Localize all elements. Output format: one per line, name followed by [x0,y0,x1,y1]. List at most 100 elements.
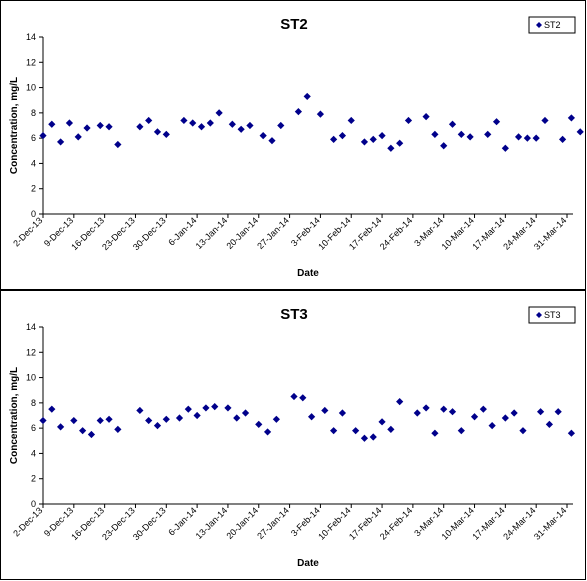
data-point [567,429,576,437]
y-tick-label: 8 [31,398,36,408]
x-tick-label: 13-Jan-14 [194,505,230,541]
data-point [330,135,338,144]
data-point [189,119,197,127]
data-point [466,133,474,141]
data-point [180,116,188,125]
y-tick-label: 0 [31,499,36,509]
legend-label: ST2 [544,20,561,30]
data-point [431,429,439,437]
legend: ST3 [528,306,576,324]
data-point [440,405,448,413]
data-point [378,132,386,140]
x-tick-label: 30-Dec-13 [131,505,168,542]
x-tick-label: 17-Mar-14 [470,505,506,541]
data-point [263,428,272,436]
data-point [255,420,263,428]
y-tick-label: 10 [26,373,36,383]
data-point [57,423,65,431]
data-point [519,427,527,435]
data-point [501,144,509,152]
data-point [347,116,355,125]
data-point [369,135,377,144]
data-point [396,397,404,406]
x-tick-label: 2-Dec-13 [11,505,44,538]
data-point [193,411,201,420]
x-tick-label: 10-Feb-14 [316,215,352,251]
data-point [39,132,47,140]
data-point [294,107,302,116]
data-point [422,113,430,121]
data-point [136,406,144,415]
data-point [79,427,87,435]
legend-box [528,306,576,324]
data-point [202,404,210,412]
data-point [404,116,413,125]
data-point [136,123,144,131]
data-point [272,415,280,423]
data-point [396,139,404,147]
y-tick-label: 4 [31,158,36,168]
data-point [532,134,540,142]
data-point [431,130,439,138]
x-axis-label: Date [297,558,319,569]
data-point [153,128,162,136]
chart-svg-st2: ST2024681012142-Dec-139-Dec-1316-Dec-132… [9,16,584,279]
data-point [330,427,338,435]
legend-marker [536,312,542,318]
data-point [175,414,184,422]
x-tick-label: 27-Jan-14 [255,505,291,541]
data-point [105,123,113,131]
y-tick-label: 4 [31,448,36,458]
x-tick-label: 20-Jan-14 [224,505,260,541]
y-tick-label: 10 [26,83,36,93]
data-point [457,427,465,435]
data-point [479,405,487,413]
data-point [316,110,325,118]
data-point [387,425,395,434]
data-point [233,414,241,422]
data-point [224,404,232,412]
data-point [338,409,347,417]
data-point [228,120,236,128]
data-point [197,123,206,131]
data-point [545,420,553,428]
data-point [536,408,545,416]
data-point [246,121,254,130]
x-tick-label: 31-Mar-14 [532,215,568,251]
x-tick-label: 2-Dec-13 [11,215,44,248]
data-point [387,144,395,152]
x-tick-label: 10-Feb-14 [316,505,352,541]
x-tick-label: 20-Jan-14 [224,215,260,251]
data-point [87,430,96,439]
y-tick-label: 2 [31,184,36,194]
data-point [57,138,65,146]
x-tick-label: 24-Feb-14 [378,215,414,251]
x-tick-label: 24-Feb-14 [378,505,414,541]
data-point [162,130,170,138]
legend: ST2 [528,16,576,34]
data-point [206,119,214,127]
data-point [338,132,347,140]
legend-marker [536,22,542,28]
data-point [576,128,584,136]
data-point [484,130,492,138]
data-point [321,406,329,415]
y-tick-label: 0 [31,209,36,219]
data-point [413,409,421,417]
y-tick-label: 14 [26,322,36,332]
x-tick-label: 10-Mar-14 [440,505,476,541]
chart-title: ST2 [280,16,308,33]
x-tick-label: 27-Jan-14 [255,215,291,251]
data-point [457,130,465,138]
y-tick-label: 14 [26,32,36,42]
data-point [259,132,267,140]
data-point [268,137,276,145]
data-point [510,409,518,417]
data-point [48,120,56,128]
chart-svg-st3: ST3024681012142-Dec-139-Dec-1316-Dec-132… [9,306,576,569]
data-point [492,118,501,126]
x-tick-label: 17-Mar-14 [470,215,506,251]
data-point [523,134,531,142]
data-point [308,413,316,421]
y-tick-label: 12 [26,347,36,357]
